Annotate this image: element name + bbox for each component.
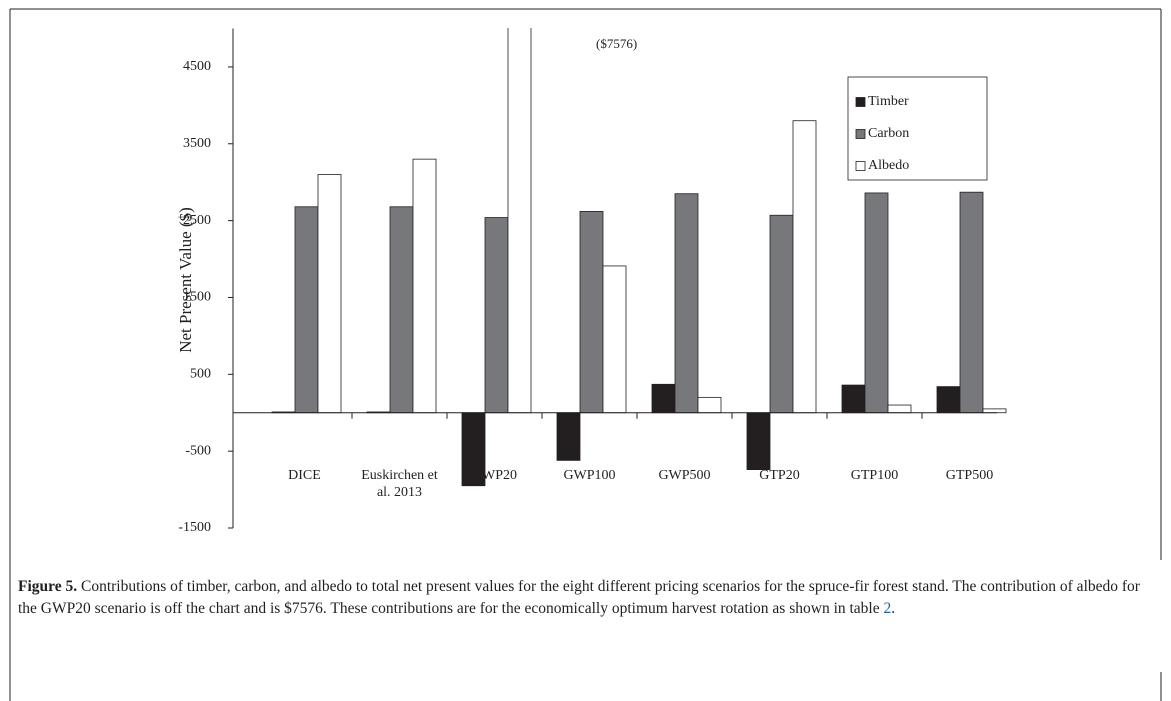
bar <box>792 120 817 414</box>
bar <box>769 214 794 414</box>
bar <box>982 408 1007 414</box>
caption: Figure 5. Contributions of timber, carbo… <box>18 576 1143 619</box>
bar <box>294 206 319 414</box>
legend-swatch <box>855 129 866 139</box>
caption-label: Figure 5. <box>18 578 78 595</box>
bar <box>412 158 437 414</box>
caption-end: . <box>891 599 896 617</box>
bar <box>651 383 676 414</box>
bar <box>697 396 722 414</box>
bar <box>936 386 961 414</box>
bar <box>674 193 699 414</box>
bar <box>556 412 581 461</box>
bar <box>507 28 532 414</box>
bar <box>484 217 509 414</box>
y-tick-label: 1500 <box>183 290 211 305</box>
x-tick-label: GWP100 <box>563 468 616 483</box>
x-tick-label: GTP500 <box>945 468 994 483</box>
bar <box>841 384 866 414</box>
y-axis-label: Net Present Value ($) <box>176 207 195 353</box>
y-tick-label: 3500 <box>183 136 211 151</box>
bars <box>271 28 1007 487</box>
y-tick-label: 2500 <box>183 213 211 228</box>
bar <box>389 206 414 414</box>
bar <box>579 210 604 414</box>
bar <box>959 191 984 414</box>
annotation: ($7576) <box>596 36 637 51</box>
x-tick-label: DICE <box>288 468 321 483</box>
legend-swatch <box>855 97 866 107</box>
caption-link[interactable]: 2 <box>883 599 892 617</box>
x-tick-label: GTP100 <box>850 468 899 483</box>
y-tick-label: -500 <box>185 443 211 458</box>
bar <box>864 192 889 414</box>
bar <box>317 174 342 414</box>
caption-text: Contributions of timber, carbon, and alb… <box>18 578 1140 617</box>
y-tick-label: 500 <box>190 367 211 382</box>
bar <box>887 404 912 414</box>
x-tick-label: Euskirchen et al. 2013 <box>361 468 438 500</box>
x-tick-label: GWP20 <box>471 468 518 483</box>
legend-box <box>847 76 988 181</box>
legend-label: Carbon <box>868 126 909 141</box>
y-tick-label: 4500 <box>183 59 211 74</box>
x-tick-label: GWP500 <box>658 468 711 483</box>
bar <box>602 265 627 414</box>
x-tick-label: GTP20 <box>759 468 800 483</box>
legend-label: Albedo <box>868 158 909 173</box>
bar <box>746 412 771 470</box>
legend-label: Timber <box>868 94 909 109</box>
y-tick-label: -1500 <box>178 520 211 535</box>
legend-swatch <box>855 161 866 171</box>
